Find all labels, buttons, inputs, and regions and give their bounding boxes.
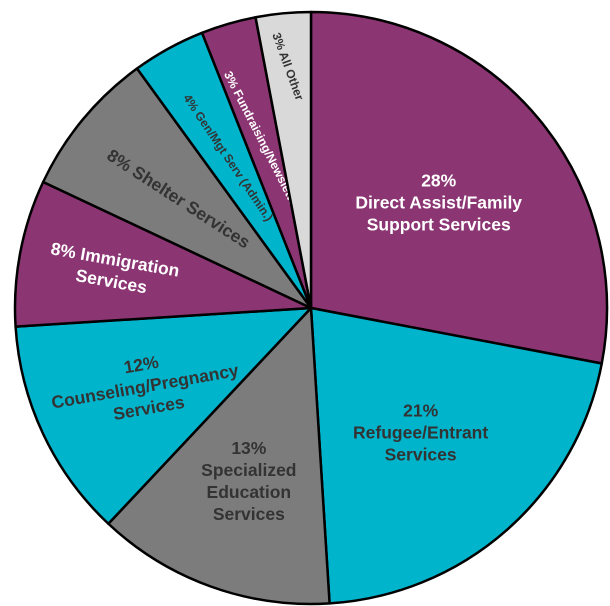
- pie-slice-counseling-pregnancy-services: [14, 306, 313, 526]
- pie-slice-immigration-services: [13, 180, 313, 328]
- pie-slice-specialized-education-services: [107, 306, 331, 606]
- pie-slice-refugee-entrant-services: [309, 306, 604, 605]
- slice-label-line: Services: [385, 444, 457, 464]
- slice-label-line: Services: [213, 504, 285, 524]
- slice-label-line: Support Services: [367, 214, 511, 234]
- pie-slice-direct-assist-family-support-services: [309, 10, 609, 365]
- slice-label-line: 13%: [231, 438, 266, 458]
- slice-label-line: Direct Assist/Family: [355, 192, 522, 212]
- slice-label-line: Refugee/Entrant: [353, 422, 488, 442]
- slice-label-line: 28%: [421, 170, 456, 190]
- slice-label-direct-assist-family-support-services: 28% Direct Assist/Family Support Services: [355, 170, 522, 234]
- slice-label-refugee-entrant-services: 21% Refugee/Entrant Services: [353, 400, 488, 464]
- slice-label-line: Specialized: [201, 460, 296, 480]
- slice-label-specialized-education-services: 13% Specialized Education Services: [201, 438, 296, 524]
- slice-label-line: Education: [207, 482, 292, 502]
- slice-label-line: 21%: [403, 400, 438, 420]
- pie-slice-all-other: [254, 10, 313, 310]
- pie-slice-shelter-services: [41, 67, 313, 310]
